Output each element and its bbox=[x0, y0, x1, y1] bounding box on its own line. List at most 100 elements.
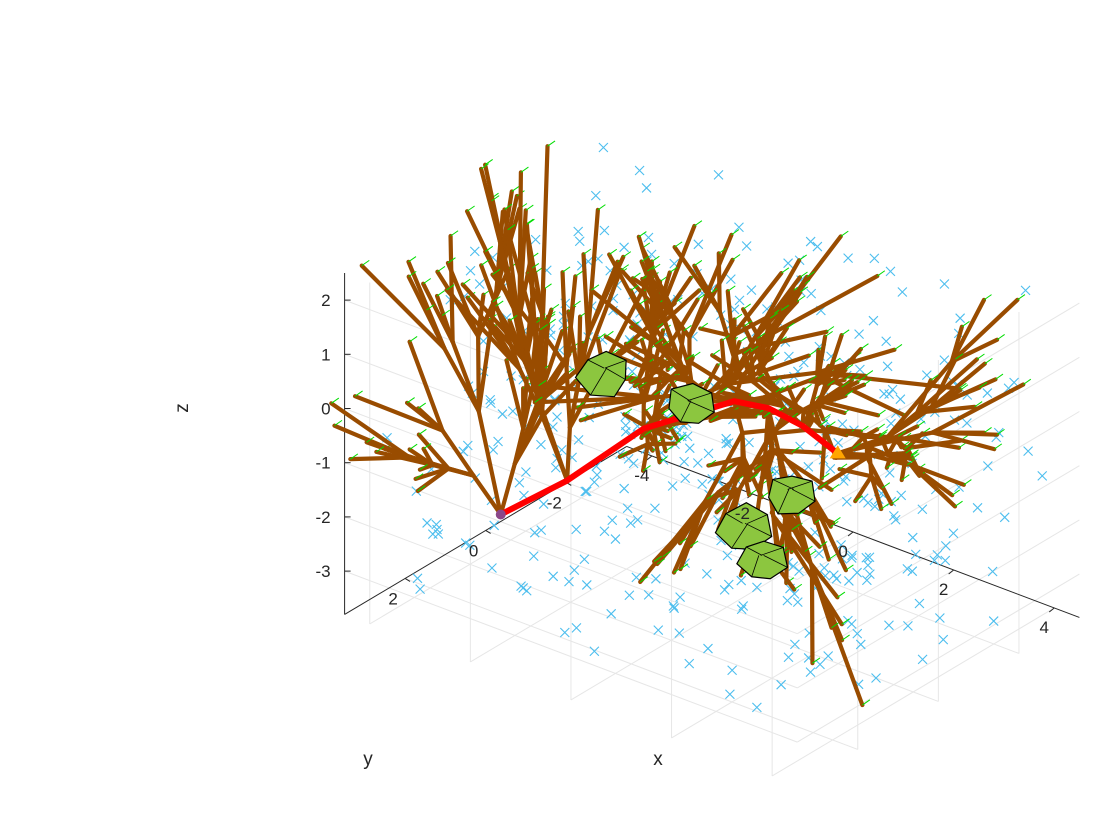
scatter-point bbox=[955, 313, 966, 324]
leaf-outline bbox=[507, 224, 516, 231]
leaf-outline bbox=[891, 498, 900, 505]
scatter-point bbox=[794, 566, 804, 576]
leaf-outline bbox=[653, 555, 662, 562]
tree-branch bbox=[623, 341, 671, 366]
scatter-point bbox=[622, 503, 633, 514]
leaf-outline bbox=[976, 353, 985, 360]
tree-branch bbox=[565, 425, 572, 483]
leaf-outline bbox=[562, 266, 571, 273]
scatter-point bbox=[846, 553, 857, 563]
leaf-outline bbox=[845, 564, 854, 571]
tree-branch bbox=[490, 272, 537, 331]
leaf-outline bbox=[520, 166, 529, 173]
x-tick bbox=[646, 455, 653, 461]
y-tick bbox=[485, 530, 491, 534]
scatter-point bbox=[897, 287, 908, 297]
scatter-point bbox=[843, 576, 854, 586]
leaf-outline bbox=[930, 374, 939, 381]
leaf-outline bbox=[979, 381, 988, 388]
scatter-point bbox=[871, 673, 881, 683]
leaf-outline bbox=[720, 386, 729, 393]
leaf-outline bbox=[441, 309, 450, 316]
leaf-outline bbox=[879, 429, 888, 436]
leaf-outline bbox=[591, 284, 600, 291]
leaf-outline bbox=[786, 322, 795, 329]
tree-branch bbox=[817, 332, 844, 404]
scatter-point bbox=[620, 426, 631, 437]
scatter-point bbox=[619, 483, 630, 494]
tree-branch bbox=[885, 410, 920, 439]
leaf-outline bbox=[963, 479, 972, 486]
scatter-point bbox=[536, 525, 547, 535]
leaf-outline bbox=[331, 397, 340, 404]
z-tick-label: 2 bbox=[321, 291, 330, 310]
leaf-outline bbox=[611, 348, 620, 355]
scatter-point bbox=[895, 394, 906, 405]
scatter-point bbox=[783, 258, 793, 269]
leaf-outline bbox=[951, 489, 961, 496]
x-tick-label: -4 bbox=[634, 466, 649, 485]
goal-marker bbox=[829, 445, 846, 459]
grid-line bbox=[404, 577, 858, 750]
grid-line bbox=[566, 481, 1020, 654]
leaf-outline bbox=[716, 506, 725, 513]
scatter-point bbox=[752, 582, 762, 593]
scatter-point bbox=[684, 443, 695, 454]
scatter-point bbox=[843, 253, 853, 264]
z-tick-label: 1 bbox=[321, 345, 330, 364]
scatter-point bbox=[643, 232, 654, 243]
leaf-outline bbox=[659, 456, 668, 463]
scatter-point bbox=[460, 538, 471, 548]
scatter-point bbox=[792, 597, 803, 608]
scatter-point bbox=[610, 534, 621, 544]
x-tick-label: 0 bbox=[838, 542, 847, 561]
scatter-point bbox=[929, 555, 940, 566]
scatter-point bbox=[885, 266, 896, 277]
scatter-point bbox=[907, 566, 918, 577]
tree-branch bbox=[578, 395, 658, 423]
scatter-point bbox=[843, 615, 853, 626]
obstacle-edge bbox=[746, 546, 763, 556]
scatter-point bbox=[825, 463, 836, 474]
scatter-point bbox=[599, 526, 610, 537]
leaf-outline bbox=[781, 304, 790, 311]
tree-branch bbox=[814, 334, 828, 388]
leaf-outline bbox=[724, 465, 733, 472]
tree-branch bbox=[512, 394, 542, 466]
tree-branch bbox=[585, 207, 600, 338]
tree-branch bbox=[727, 370, 818, 386]
scatter-point bbox=[882, 361, 893, 372]
tree-branch bbox=[716, 251, 722, 314]
scatter-point bbox=[592, 470, 602, 480]
tree-branch bbox=[748, 349, 757, 385]
leaf-outline bbox=[639, 576, 649, 583]
leaf-outline bbox=[406, 397, 415, 404]
scatter-point bbox=[701, 568, 712, 579]
obstacle-edge bbox=[760, 547, 784, 556]
scatter-point bbox=[863, 560, 873, 571]
leaf-outline bbox=[665, 445, 674, 452]
scatter-point bbox=[581, 486, 592, 497]
scatter-point bbox=[625, 518, 636, 529]
leaf-outline bbox=[534, 396, 543, 403]
tree-branch bbox=[930, 382, 1026, 435]
scatter-point bbox=[650, 573, 661, 584]
tree-branch bbox=[448, 233, 455, 344]
scatter-point bbox=[667, 481, 678, 491]
leaf-outline bbox=[575, 270, 584, 277]
leaf-outline bbox=[690, 540, 699, 547]
leaf-outline bbox=[484, 159, 493, 166]
leaf-outline bbox=[851, 374, 860, 381]
scatter-point bbox=[573, 435, 584, 445]
leaf-outline bbox=[808, 375, 817, 382]
tree-branch bbox=[424, 307, 447, 351]
tree-branch bbox=[716, 453, 768, 495]
leaf-outline bbox=[543, 283, 552, 290]
scatter-point bbox=[783, 652, 794, 663]
leaf-outline bbox=[662, 550, 671, 557]
tree-branch bbox=[650, 423, 662, 465]
obstacle-edge bbox=[751, 555, 760, 577]
tree-branch bbox=[407, 447, 435, 468]
tree-branch bbox=[768, 427, 809, 436]
leaf-outline bbox=[781, 267, 790, 274]
